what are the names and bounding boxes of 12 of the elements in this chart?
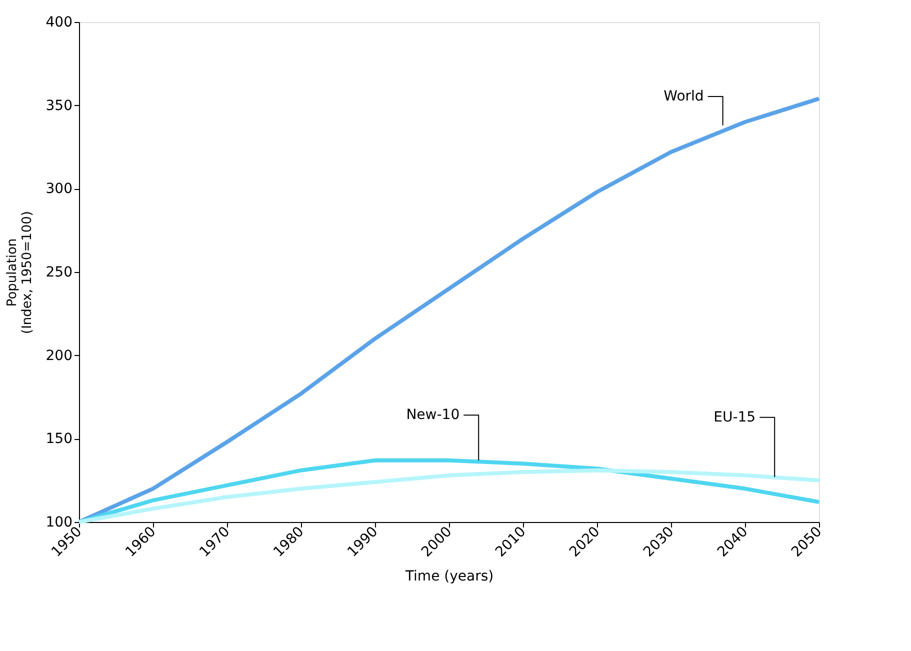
y-tick-label: 150 <box>46 431 72 448</box>
annotation: EU-15 <box>714 409 756 426</box>
x-axis-title: Time (years) <box>404 568 494 585</box>
y-axis-title: Population (Index, 1950=100) <box>4 211 35 334</box>
y-tick-label: 200 <box>46 348 72 364</box>
y-tick-label: 250 <box>46 264 72 280</box>
y-tick-label: 400 <box>46 14 72 30</box>
annotation: New-10 <box>406 407 460 424</box>
y-tick-label: 100 <box>46 514 72 530</box>
annotation: World <box>664 88 704 104</box>
y-tick-label: 300 <box>46 181 72 198</box>
y-tick-label: 350 <box>46 98 72 114</box>
